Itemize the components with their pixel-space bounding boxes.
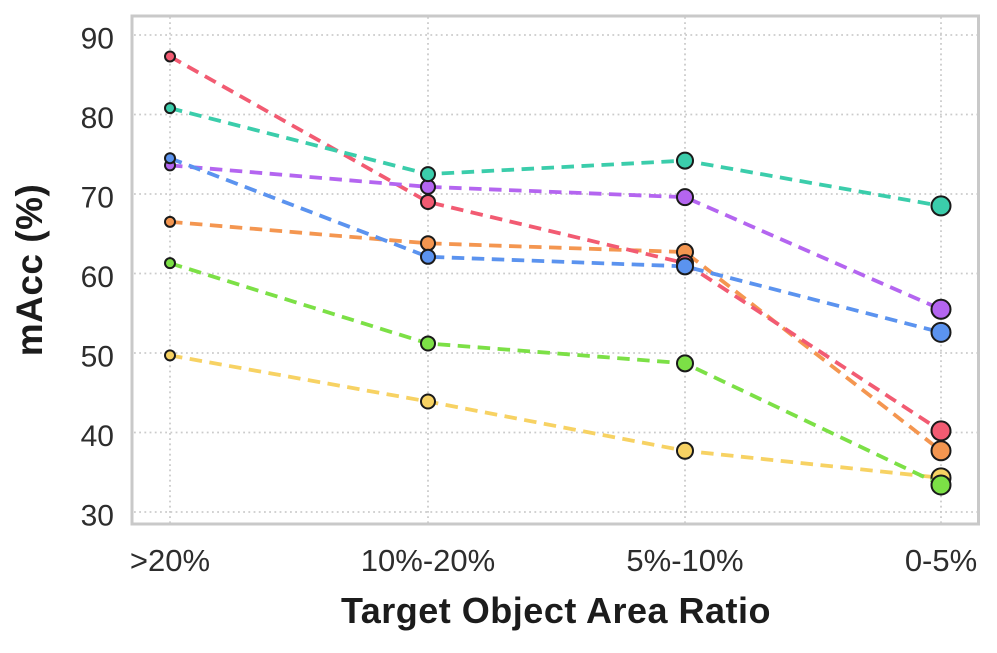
marker-blue-10%-20%: [420, 248, 436, 265]
marker-green-0-5%: [930, 474, 952, 496]
marker-green-5%-10%: [676, 354, 694, 373]
marker-yellow->20%: [164, 349, 176, 362]
series-line-orange: [169, 219, 943, 453]
marker-red-0-5%: [930, 420, 952, 442]
marker-blue-5%-10%: [676, 257, 694, 276]
y-tick-label: 90: [81, 23, 114, 56]
marker-red-10%-20%: [420, 193, 436, 210]
marker-green->20%: [164, 257, 176, 270]
y-tick-label: 80: [81, 102, 114, 135]
x-tick-label: >20%: [130, 543, 210, 578]
y-tick-label: 40: [81, 420, 114, 453]
series-line-purple: [169, 163, 942, 312]
series-line-yellow: [169, 353, 942, 480]
marker-teal-10%-20%: [420, 166, 436, 183]
x-axis-title: Target Object Area Ratio: [340, 590, 772, 631]
marker-blue-0-5%: [930, 321, 952, 343]
y-axis-title: mAcc (%): [9, 183, 50, 357]
marker-orange-10%-20%: [420, 235, 436, 252]
marker-orange-0-5%: [930, 440, 952, 462]
marker-red->20%: [164, 50, 176, 63]
marker-teal-5%-10%: [676, 151, 694, 170]
plot-border: [130, 14, 980, 526]
x-tick-label: 10%-20%: [361, 543, 495, 578]
marker-purple-5%-10%: [676, 188, 694, 207]
marker-orange->20%: [164, 215, 176, 228]
y-tick-label: 70: [81, 182, 114, 215]
y-tick-label: 60: [81, 261, 114, 294]
marker-yellow-5%-10%: [676, 441, 694, 460]
marker-blue->20%: [164, 152, 176, 165]
x-tick-label: 0-5%: [905, 543, 977, 578]
x-tick-label: 5%-10%: [626, 543, 743, 578]
series-line-blue: [169, 156, 942, 335]
marker-green-10%-20%: [420, 335, 436, 352]
marker-teal-0-5%: [930, 195, 952, 217]
y-tick-label: 50: [81, 341, 114, 374]
series-line-green: [169, 261, 942, 487]
marker-teal->20%: [164, 102, 176, 115]
series-line-red: [169, 54, 943, 433]
marker-purple-0-5%: [930, 298, 952, 320]
y-tick-label: 30: [81, 500, 114, 533]
marker-yellow-10%-20%: [420, 393, 436, 410]
